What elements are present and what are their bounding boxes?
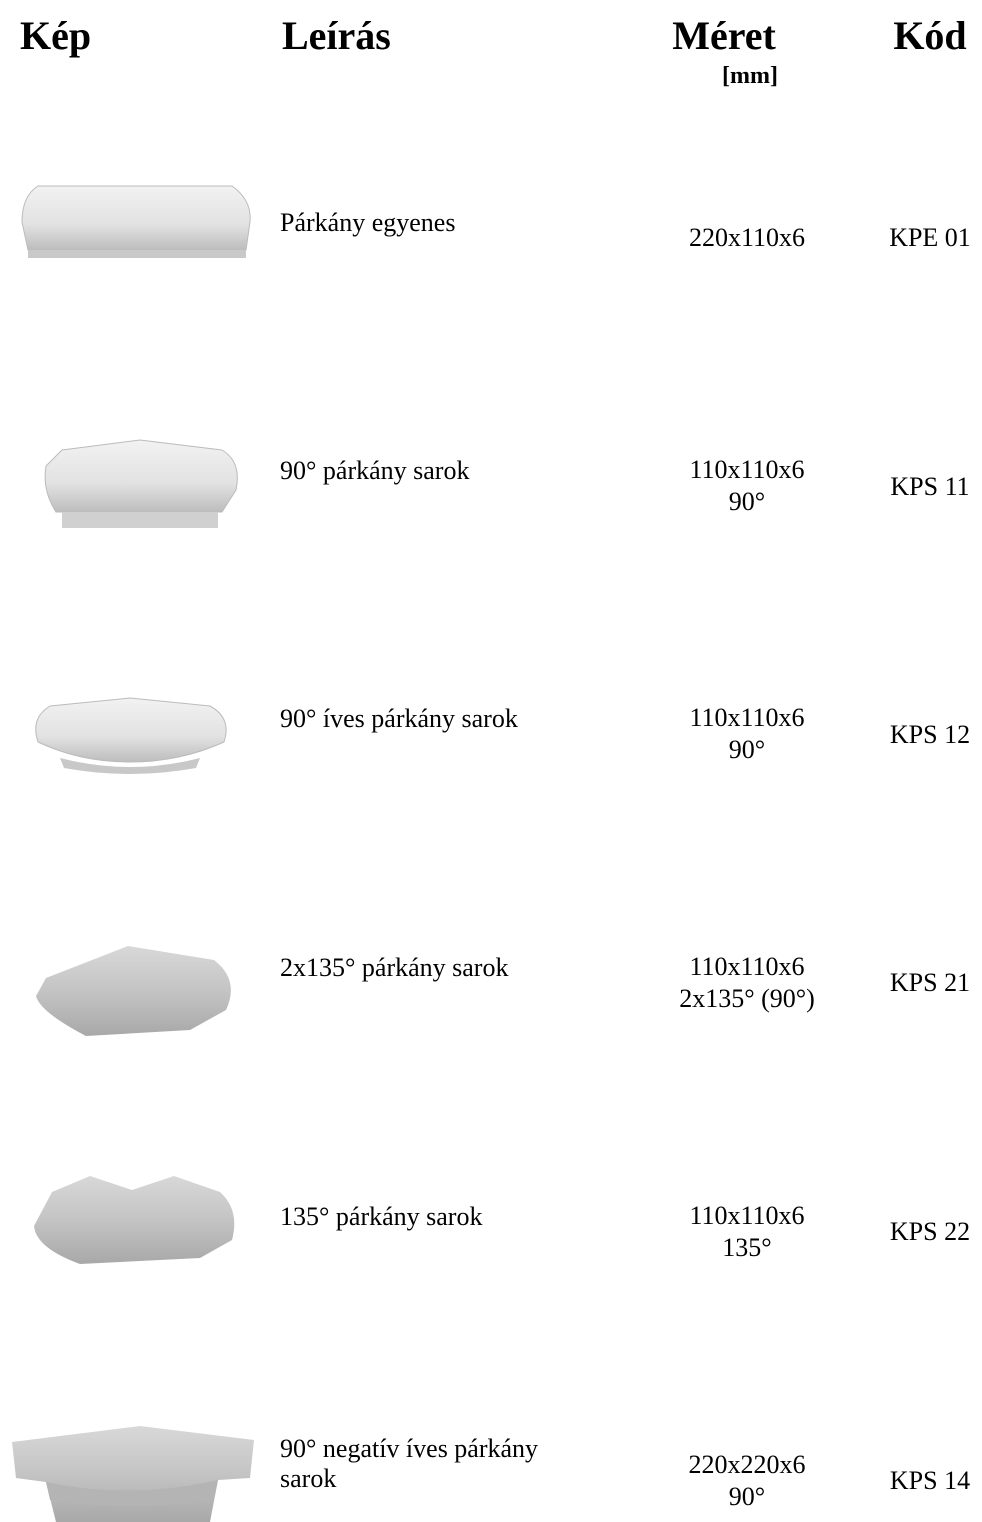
image-kps12 xyxy=(35,697,227,774)
row-description: 90° negatív íves párkány sarok xyxy=(280,1434,539,1493)
row-code: KPS 11 xyxy=(890,472,970,501)
row-description: 90° íves párkány sarok xyxy=(280,704,518,733)
image-kps21 xyxy=(36,946,231,1036)
header-image: Kép xyxy=(20,13,92,58)
row-size: 110x110x6 xyxy=(689,455,805,484)
row-size: 110x110x6 xyxy=(689,1201,805,1230)
row-code: KPS 21 xyxy=(889,968,971,997)
row-size: 90° xyxy=(728,735,766,764)
image-kps14 xyxy=(12,1426,254,1522)
row-description: 90° párkány sarok xyxy=(280,456,470,485)
row-description: 2x135° párkány sarok xyxy=(280,953,509,982)
row-size: 220x110x6 xyxy=(688,223,806,252)
row-size: 110x110x6 xyxy=(689,703,805,732)
image-kps22 xyxy=(34,1176,235,1264)
row-size: 220x220x6 xyxy=(688,1450,806,1479)
row-description: 135° párkány sarok xyxy=(280,1202,483,1231)
row-description: Párkány egyenes xyxy=(280,208,456,237)
header-description: Leírás xyxy=(282,13,391,58)
header-code: Kód xyxy=(893,13,967,58)
image-kps11 xyxy=(44,439,238,528)
row-code: KPE 01 xyxy=(889,223,971,252)
row-code: KPS 22 xyxy=(889,1217,971,1246)
header-size: Méret xyxy=(672,13,776,58)
row-code: KPS 14 xyxy=(889,1466,971,1495)
row-size: 2x135° (90°) xyxy=(679,984,815,1013)
row-size: 135° xyxy=(722,1233,772,1262)
row-size: 90° xyxy=(728,1482,766,1511)
row-code: KPS 12 xyxy=(889,720,971,749)
row-size: 90° xyxy=(728,487,766,516)
image-kpe01 xyxy=(21,185,251,258)
row-size: 110x110x6 xyxy=(689,952,805,981)
header-unit: [mm] xyxy=(722,63,778,89)
